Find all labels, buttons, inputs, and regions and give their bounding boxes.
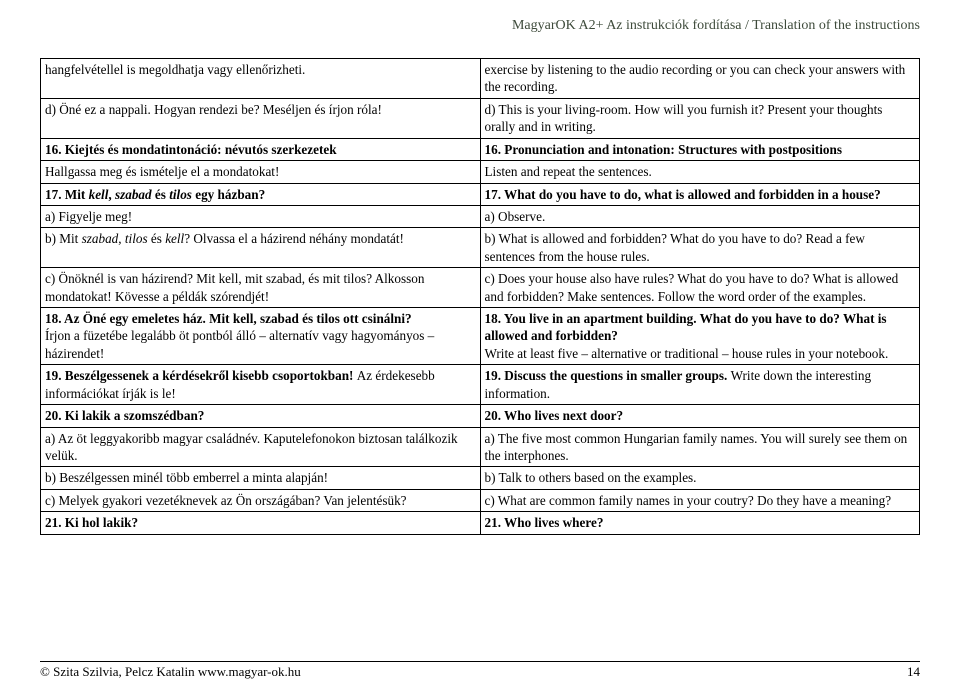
text-segment: a) Figyelje meg! <box>45 209 132 224</box>
text-segment: c) Does your house also have rules? What… <box>485 271 899 303</box>
text-segment: a) The five most common Hungarian family… <box>485 431 908 463</box>
translation-table: hangfelvétellel is megoldhatja vagy elle… <box>40 58 920 535</box>
cell-english: 20. Who lives next door? <box>480 405 920 427</box>
page-number: 14 <box>907 664 920 680</box>
text-segment: tilos <box>169 187 192 202</box>
table-row: c) Melyek gyakori vezetéknevek az Ön ors… <box>41 489 920 511</box>
cell-english: 16. Pronunciation and intonation: Struct… <box>480 138 920 160</box>
text-segment: 18. You live in an apartment building. W… <box>485 311 887 343</box>
table-row: 16. Kiejtés és mondatintonáció: névutós … <box>41 138 920 160</box>
table-row: 17. Mit kell, szabad és tilos egy házban… <box>41 183 920 205</box>
text-segment: 17. Mit <box>45 187 89 202</box>
cell-hungarian: d) Öné ez a nappali. Hogyan rendezi be? … <box>41 98 481 138</box>
text-segment: b) What is allowed and forbidden? What d… <box>485 231 865 263</box>
table-row: b) Mit szabad, tilos és kell? Olvassa el… <box>41 228 920 268</box>
text-segment: szabad <box>115 187 152 202</box>
cell-hungarian: b) Beszélgessen minél több emberrel a mi… <box>41 467 481 489</box>
cell-english: a) Observe. <box>480 205 920 227</box>
text-segment: Írjon a füzetébe legalább öt pontból áll… <box>45 328 434 360</box>
text-segment: 20. Who lives next door? <box>485 408 624 423</box>
cell-hungarian: 19. Beszélgessenek a kérdésekről kisebb … <box>41 365 481 405</box>
text-segment: b) Beszélgessen minél több emberrel a mi… <box>45 470 328 485</box>
text-segment: d) Öné ez a nappali. Hogyan rendezi be? … <box>45 102 382 117</box>
text-segment: 21. Who lives where? <box>485 515 604 530</box>
text-segment: 19. Beszélgessenek a kérdésekről kisebb … <box>45 368 357 383</box>
footer-credits: © Szita Szilvia, Pelcz Katalin www.magya… <box>40 664 301 680</box>
text-segment: Write at least five – alternative or tra… <box>485 346 889 361</box>
text-segment: tilos <box>125 231 148 246</box>
text-segment: 16. Kiejtés és mondatintonáció: névutós … <box>45 142 337 157</box>
text-segment: szabad <box>82 231 119 246</box>
cell-hungarian: 18. Az Öné egy emeletes ház. Mit kell, s… <box>41 308 481 365</box>
cell-hungarian: 17. Mit kell, szabad és tilos egy házban… <box>41 183 481 205</box>
table-row: d) Öné ez a nappali. Hogyan rendezi be? … <box>41 98 920 138</box>
table-row: Hallgassa meg és ismételje el a mondatok… <box>41 161 920 183</box>
text-segment: Listen and repeat the sentences. <box>485 164 652 179</box>
text-segment: Hallgassa meg és ismételje el a mondatok… <box>45 164 279 179</box>
cell-english: b) Talk to others based on the examples. <box>480 467 920 489</box>
text-segment: és <box>152 187 170 202</box>
table-row: c) Önöknél is van házirend? Mit kell, mi… <box>41 268 920 308</box>
cell-hungarian: a) Figyelje meg! <box>41 205 481 227</box>
text-segment: 18. Az Öné egy emeletes ház. Mit kell, s… <box>45 311 412 326</box>
cell-english: b) What is allowed and forbidden? What d… <box>480 228 920 268</box>
cell-english: c) Does your house also have rules? What… <box>480 268 920 308</box>
text-segment: a) Observe. <box>485 209 546 224</box>
text-segment: kell <box>165 231 184 246</box>
text-segment: 16. Pronunciation and intonation: Struct… <box>485 142 842 157</box>
table-row: a) Az öt leggyakoribb magyar családnév. … <box>41 427 920 467</box>
table-row: 18. Az Öné egy emeletes ház. Mit kell, s… <box>41 308 920 365</box>
text-segment: a) Az öt leggyakoribb magyar családnév. … <box>45 431 458 463</box>
cell-hungarian: c) Melyek gyakori vezetéknevek az Ön ors… <box>41 489 481 511</box>
table-row: 20. Ki lakik a szomszédban? 20. Who lives… <box>41 405 920 427</box>
text-segment: c) Önöknél is van házirend? Mit kell, mi… <box>45 271 424 303</box>
text-segment: c) What are common family names in your … <box>485 493 892 508</box>
cell-english: 18. You live in an apartment building. W… <box>480 308 920 365</box>
text-segment: , <box>108 187 115 202</box>
table-row: 19. Beszélgessenek a kérdésekről kisebb … <box>41 365 920 405</box>
cell-hungarian: b) Mit szabad, tilos és kell? Olvassa el… <box>41 228 481 268</box>
table-row: a) Figyelje meg! a) Observe. <box>41 205 920 227</box>
page-header: MagyarOK A2+ Az instrukciók fordítása / … <box>40 18 920 34</box>
cell-hungarian: 21. Ki hol lakik? <box>41 512 481 534</box>
text-segment: c) Melyek gyakori vezetéknevek az Ön ors… <box>45 493 407 508</box>
text-segment: 17. What do you have to do, what is allo… <box>485 187 881 202</box>
cell-hungarian: 16. Kiejtés és mondatintonáció: névutós … <box>41 138 481 160</box>
text-segment: egy házban? <box>192 187 265 202</box>
cell-hungarian: Hallgassa meg és ismételje el a mondatok… <box>41 161 481 183</box>
cell-hungarian: hangfelvétellel is megoldhatja vagy elle… <box>41 59 481 99</box>
text-segment: d) This is your living-room. How will yo… <box>485 102 883 134</box>
cell-hungarian: a) Az öt leggyakoribb magyar családnév. … <box>41 427 481 467</box>
text-segment: b) Mit <box>45 231 82 246</box>
table-row: 21. Ki hol lakik? 21. Who lives where? <box>41 512 920 534</box>
text-segment: kell <box>89 187 109 202</box>
text-segment: 20. Ki lakik a szomszédban? <box>45 408 204 423</box>
cell-english: 19. Discuss the questions in smaller gro… <box>480 365 920 405</box>
cell-english: 21. Who lives where? <box>480 512 920 534</box>
text-segment: hangfelvétellel is megoldhatja vagy elle… <box>45 62 305 77</box>
cell-hungarian: c) Önöknél is van házirend? Mit kell, mi… <box>41 268 481 308</box>
cell-english: exercise by listening to the audio recor… <box>480 59 920 99</box>
cell-english: d) This is your living-room. How will yo… <box>480 98 920 138</box>
text-segment: , <box>118 231 125 246</box>
cell-english: 17. What do you have to do, what is allo… <box>480 183 920 205</box>
table-row: hangfelvétellel is megoldhatja vagy elle… <box>41 59 920 99</box>
text-segment: és <box>148 231 166 246</box>
cell-english: c) What are common family names in your … <box>480 489 920 511</box>
text-segment: exercise by listening to the audio recor… <box>485 62 906 94</box>
text-segment: 19. Discuss the questions in smaller gro… <box>485 368 731 383</box>
page-footer: © Szita Szilvia, Pelcz Katalin www.magya… <box>40 661 920 680</box>
cell-english: a) The five most common Hungarian family… <box>480 427 920 467</box>
text-segment: ? Olvassa el a házirend néhány mondatát! <box>184 231 404 246</box>
text-segment: 21. Ki hol lakik? <box>45 515 138 530</box>
table-row: b) Beszélgessen minél több emberrel a mi… <box>41 467 920 489</box>
text-segment: b) Talk to others based on the examples. <box>485 470 697 485</box>
cell-english: Listen and repeat the sentences. <box>480 161 920 183</box>
cell-hungarian: 20. Ki lakik a szomszédban? <box>41 405 481 427</box>
